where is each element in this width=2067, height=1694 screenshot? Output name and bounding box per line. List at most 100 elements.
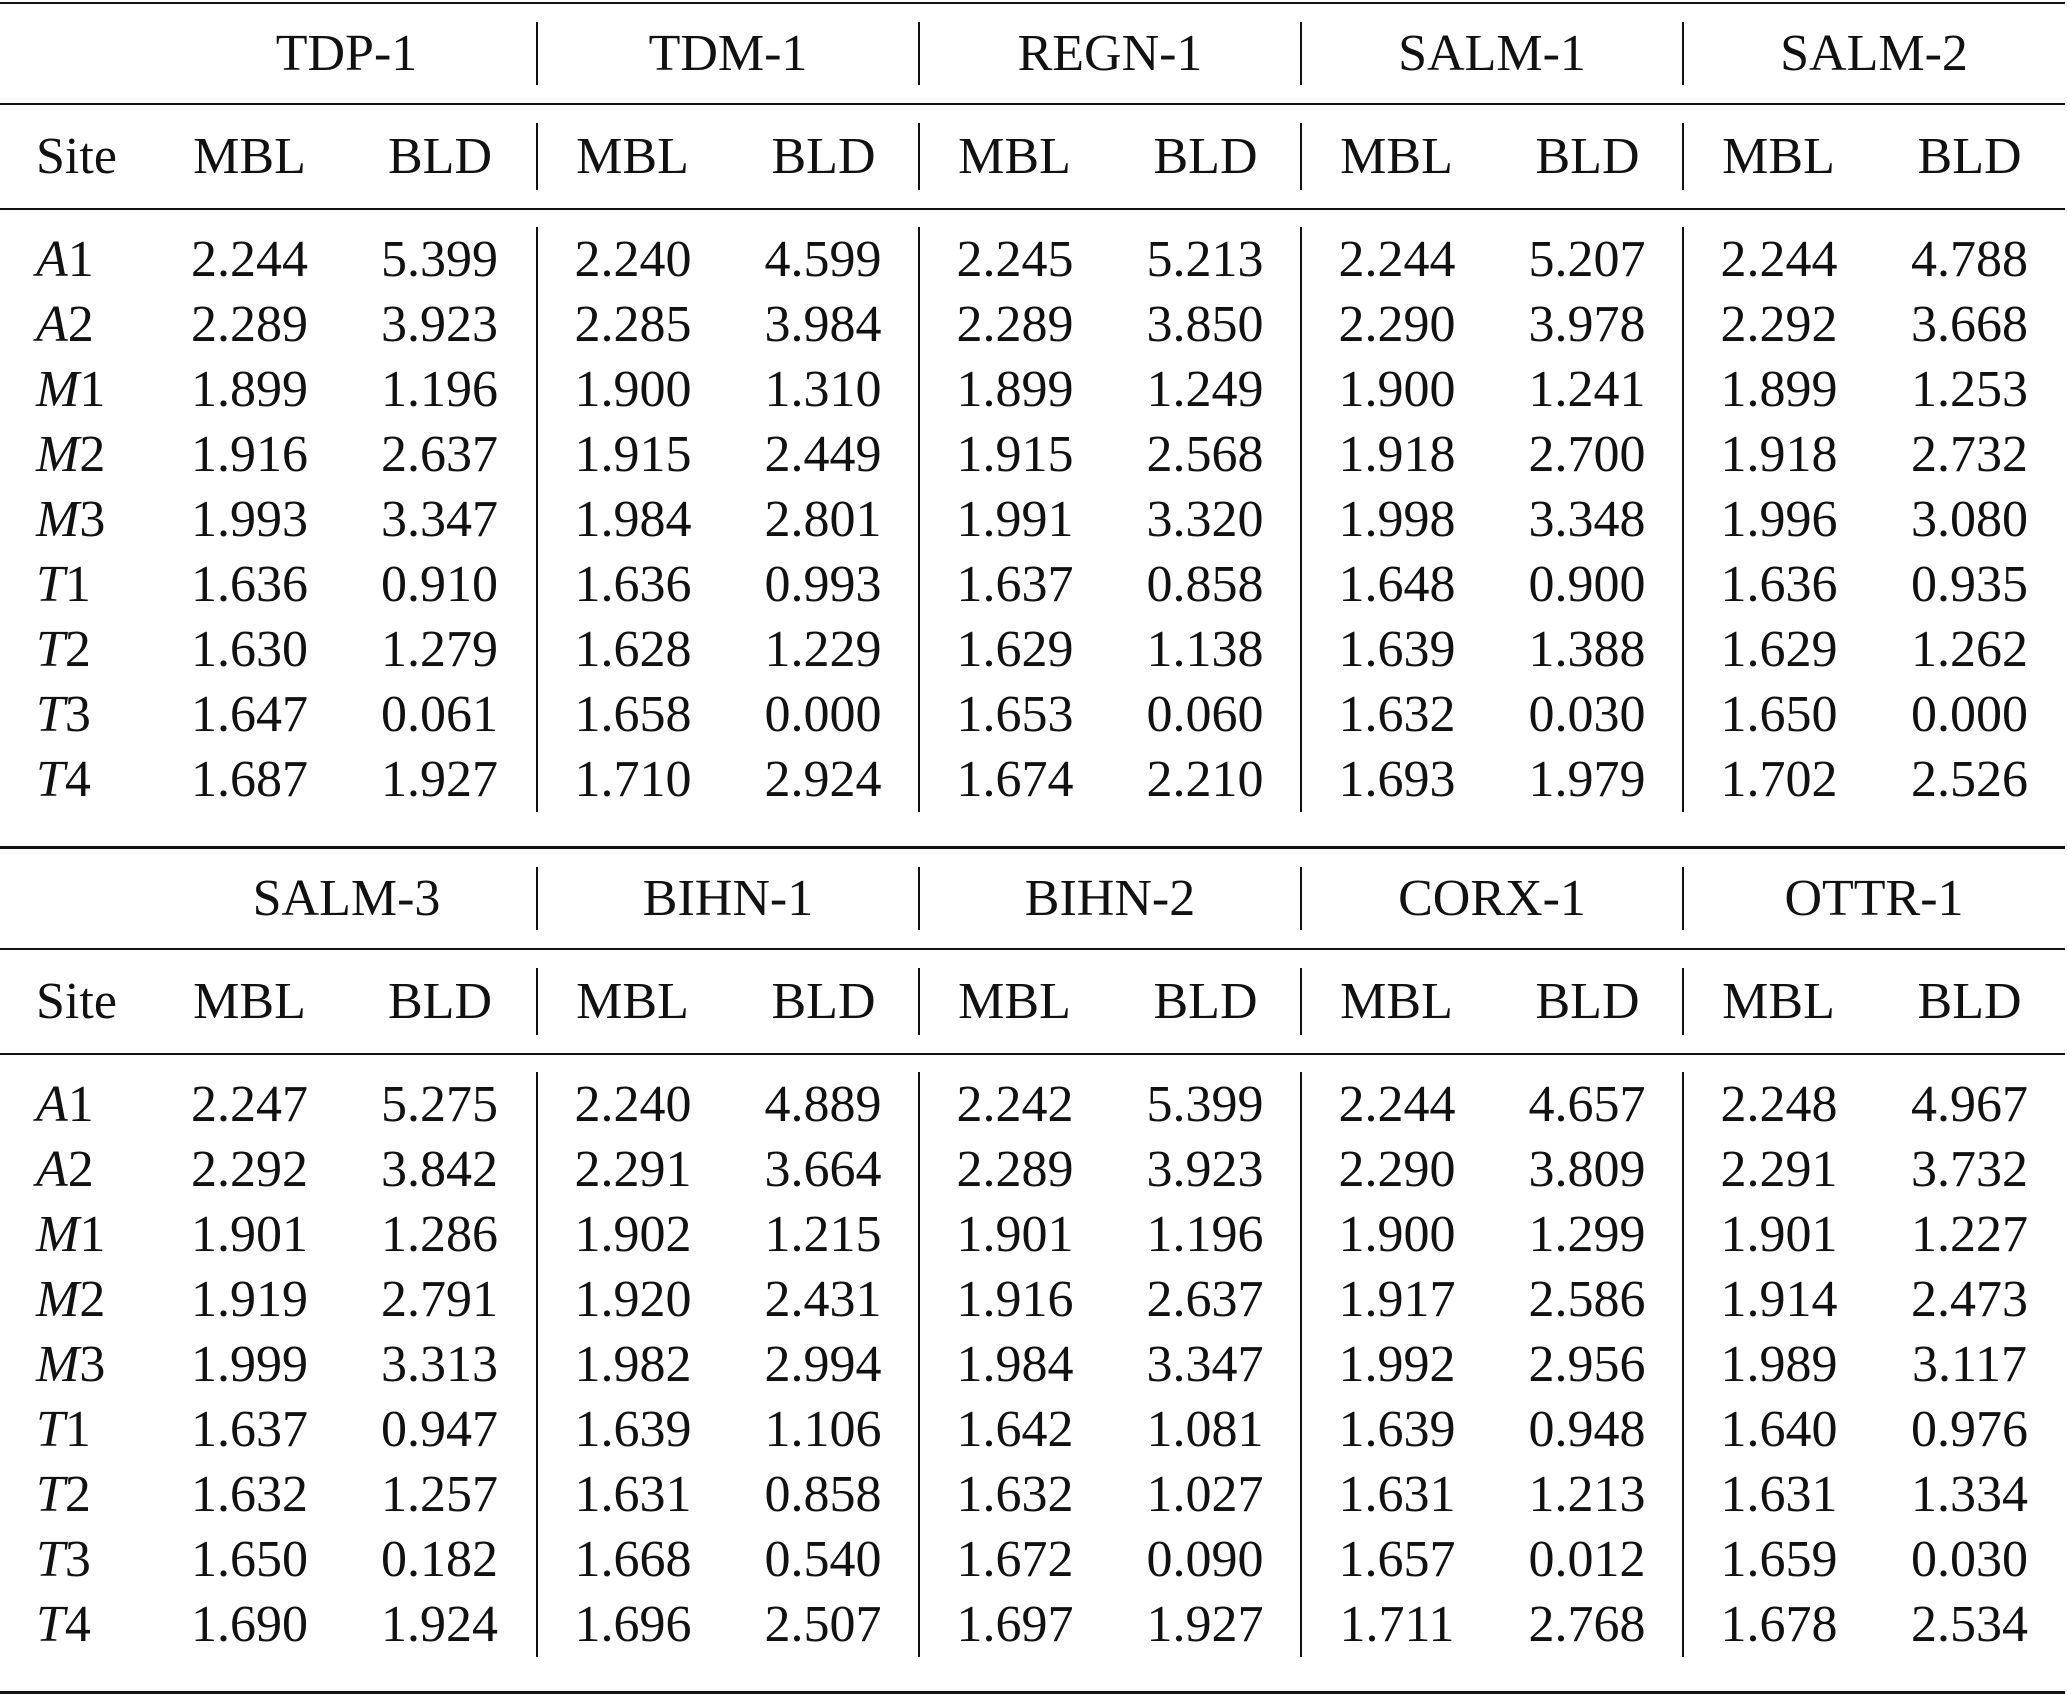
table-row: A2 2.292 3.842 2.291 3.664 2.289 3.923 2.290 3.8… (0, 1137, 2065, 1202)
value-cell: 2.292 (191, 1141, 308, 1198)
value-cell: 1.253 (1911, 361, 2029, 418)
value-cell: 0.900 (1528, 556, 1646, 613)
site-letter: A (36, 1076, 68, 1133)
value-cell: 1.711 (1300, 1592, 1492, 1657)
site-letter: T (36, 1596, 65, 1653)
site-label: T3 (36, 1531, 91, 1588)
value-cell: 0.976 (1911, 1401, 2029, 1458)
value-cell: 1.697 (918, 1592, 1110, 1657)
value-cell: 1.388 (1528, 621, 1646, 678)
column-header: BLD (343, 949, 537, 1055)
site-label: M2 (36, 1271, 106, 1328)
value-cell: 2.700 (1528, 426, 1646, 483)
table-row: M2 1.916 2.637 1.915 2.449 1.915 2.568 1.918 2.7… (0, 422, 2065, 487)
value-cell: 2.240 (536, 1072, 728, 1137)
column-header: BLD (1110, 104, 1301, 210)
group-header: BIHN-1 (536, 847, 919, 950)
value-cell: 1.899 (191, 361, 308, 418)
value-cell: 3.732 (1911, 1141, 2029, 1198)
value-cell: 3.842 (381, 1141, 498, 1198)
column-header: MBL (536, 949, 728, 1055)
spacer (0, 812, 2066, 849)
value-cell: 1.999 (191, 1336, 308, 1393)
site-letter: T (36, 751, 65, 808)
column-header: BLD (1874, 949, 2066, 1055)
value-cell: 1.658 (536, 682, 728, 747)
value-cell: 1.629 (1682, 617, 1875, 682)
value-cell: 1.636 (1682, 552, 1875, 617)
value-cell: 0.061 (381, 686, 498, 743)
value-cell: 4.657 (1528, 1076, 1646, 1133)
site-letter: M (36, 361, 80, 418)
value-cell: 2.637 (381, 426, 498, 483)
value-cell: 1.257 (381, 1466, 498, 1523)
value-cell: 4.788 (1911, 231, 2029, 288)
site-letter: T (36, 686, 65, 743)
value-cell: 2.244 (1682, 227, 1875, 292)
value-cell: 1.674 (918, 747, 1110, 812)
value-cell: 1.901 (918, 1202, 1110, 1267)
value-cell: 0.935 (1911, 556, 2029, 613)
value-cell: 1.687 (191, 751, 308, 808)
value-cell: 1.628 (536, 617, 728, 682)
value-cell: 3.984 (764, 296, 882, 353)
value-cell: 1.286 (381, 1206, 498, 1263)
site-letter: M (36, 1271, 80, 1328)
value-cell: 3.923 (381, 296, 498, 353)
site-label: T1 (36, 556, 91, 613)
column-header: MBL (1300, 104, 1492, 210)
value-cell: 2.507 (764, 1596, 882, 1653)
value-cell: 3.347 (1146, 1336, 1264, 1393)
column-header: BLD (1110, 949, 1301, 1055)
table-row: T3 1.650 0.182 1.668 0.540 1.672 0.090 1.657 0.0… (0, 1527, 2065, 1592)
value-cell: 2.289 (191, 296, 308, 353)
table-row: T4 1.687 1.927 1.710 2.924 1.674 2.210 1.693 1.9… (0, 747, 2065, 812)
value-cell: 1.637 (918, 552, 1110, 617)
value-cell: 5.399 (1146, 1076, 1264, 1133)
value-cell: 1.639 (536, 1397, 728, 1462)
value-cell: 1.900 (1300, 357, 1492, 422)
value-cell: 1.984 (918, 1332, 1110, 1397)
value-cell: 3.348 (1528, 491, 1646, 548)
value-cell: 2.248 (1682, 1072, 1875, 1137)
spacer (0, 209, 2065, 227)
group-header: REGN-1 (918, 2, 1301, 105)
value-cell: 1.996 (1682, 487, 1875, 552)
value-cell: 1.899 (1682, 357, 1875, 422)
value-cell: 2.247 (191, 1076, 308, 1133)
table-row: A1 2.247 5.275 2.240 4.889 2.242 5.399 2.244 4.6… (0, 1072, 2065, 1137)
value-cell: 2.244 (1300, 1072, 1492, 1137)
value-cell: 1.334 (1911, 1466, 2029, 1523)
value-cell: 1.631 (536, 1462, 728, 1527)
value-cell: 1.924 (381, 1596, 498, 1653)
value-cell: 2.768 (1528, 1596, 1646, 1653)
value-cell: 1.989 (1682, 1332, 1875, 1397)
value-cell: 1.914 (1682, 1267, 1875, 1332)
value-cell: 1.672 (918, 1527, 1110, 1592)
value-cell: 2.732 (1911, 426, 2029, 483)
site-label: T1 (36, 1401, 91, 1458)
value-cell: 1.138 (1146, 621, 1264, 678)
table-row: A2 2.289 3.923 2.285 3.984 2.289 3.850 2.290 3.9… (0, 292, 2065, 357)
value-cell: 1.262 (1911, 621, 2029, 678)
value-cell: 1.279 (381, 621, 498, 678)
value-cell: 3.978 (1528, 296, 1646, 353)
table-row: M3 1.993 3.347 1.984 2.801 1.991 3.320 1.998 3.3… (0, 487, 2065, 552)
value-cell: 1.979 (1528, 751, 1646, 808)
value-cell: 1.241 (1528, 361, 1646, 418)
value-cell: 0.060 (1146, 686, 1264, 743)
group-header: SALM-2 (1682, 2, 2066, 105)
value-cell: 3.080 (1911, 491, 2029, 548)
value-cell: 0.182 (381, 1531, 498, 1588)
value-cell: 0.858 (1146, 556, 1264, 613)
site-label: T2 (36, 1466, 91, 1523)
value-cell: 2.285 (536, 292, 728, 357)
table-row: T2 1.630 1.279 1.628 1.229 1.629 1.138 1.639 1.3… (0, 617, 2065, 682)
group-header: CORX-1 (1299, 847, 1684, 950)
site-label: M3 (36, 1336, 106, 1393)
value-cell: 2.791 (381, 1271, 498, 1328)
value-cell: 1.696 (536, 1592, 728, 1657)
value-cell: 1.632 (191, 1466, 308, 1523)
spacer (0, 1054, 2065, 1072)
